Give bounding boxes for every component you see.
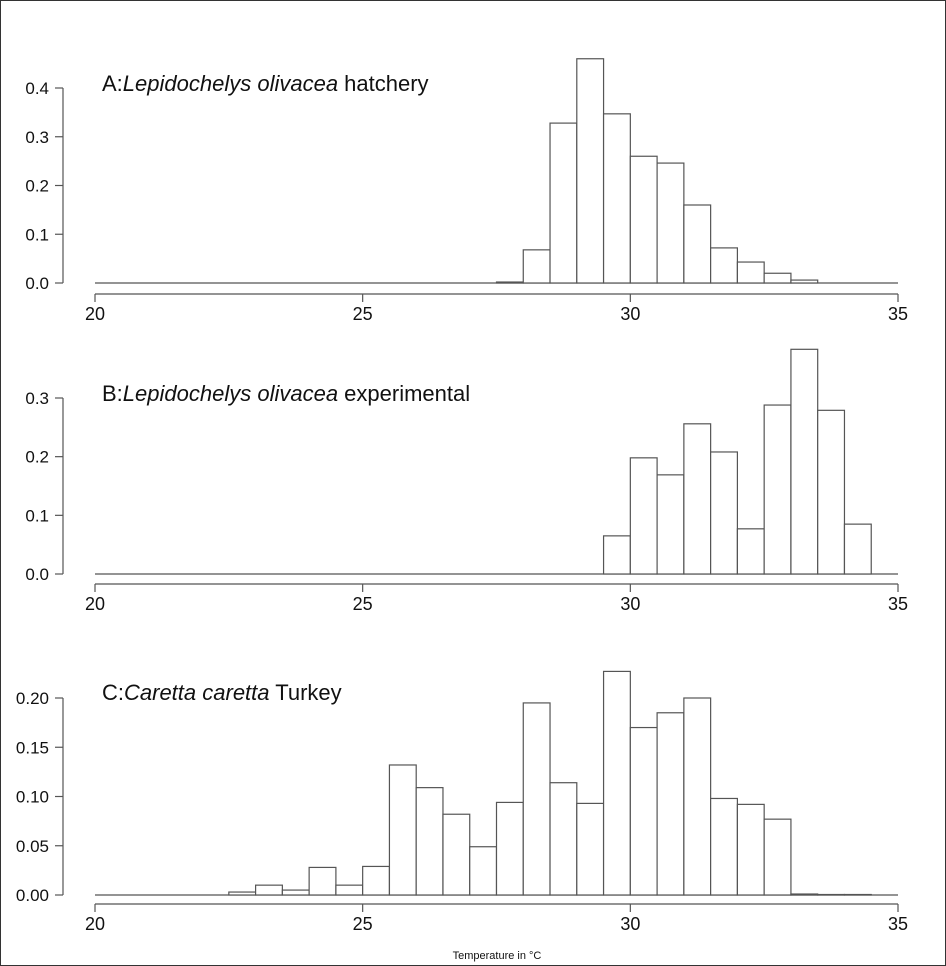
y-tick-label: 0.1 (25, 506, 49, 525)
histogram-bar (495, 801, 524, 896)
histogram-bar (817, 409, 846, 575)
panel-c: 20 25 30 35 0.00 0.05 0.10 0.15 0.20 C:Caretta ca… (16, 670, 908, 962)
histogram-bar (763, 272, 792, 284)
y-tick-label: 0.2 (25, 448, 49, 467)
x-tick-label: 35 (888, 914, 908, 934)
histogram-bar (602, 535, 631, 575)
histogram-bar (790, 893, 819, 896)
x-tick-label: 25 (353, 914, 373, 934)
y-tick-label: 0.1 (25, 225, 49, 244)
histogram-bar (736, 803, 765, 896)
histogram-bar (495, 281, 524, 284)
histogram-bar (522, 702, 551, 896)
x-tick-label: 20 (85, 594, 105, 614)
x-axis-label: Temperature in °C (453, 950, 542, 962)
x-tick-label: 30 (620, 304, 640, 324)
panel-title: B:Lepidochelys olivacea experimental (102, 381, 470, 406)
histogram-bar (736, 261, 765, 284)
histogram-bar (388, 764, 417, 896)
histogram-bar (629, 155, 658, 284)
y-tick-label: 0.10 (16, 788, 49, 807)
x-tick-label: 25 (353, 594, 373, 614)
histogram-bar (629, 457, 658, 575)
histogram-bar (522, 249, 551, 284)
histogram-bar (843, 523, 872, 575)
y-tick-label: 0.4 (25, 79, 49, 98)
histogram-bar (683, 423, 712, 575)
y-tick-label: 0.0 (25, 565, 49, 584)
histogram-bar (281, 889, 310, 896)
y-tick-label: 0.00 (16, 886, 49, 905)
histogram-bar (683, 697, 712, 896)
histogram-bar (442, 813, 471, 896)
x-tick-label: 35 (888, 304, 908, 324)
histogram-bar (790, 348, 819, 575)
x-tick-label: 20 (85, 914, 105, 934)
histogram-bar (228, 891, 257, 896)
histogram-bar (656, 712, 685, 896)
histogram-bar (255, 884, 283, 896)
x-tick-label: 30 (620, 594, 640, 614)
panel-title: C:Caretta caretta Turkey (102, 680, 342, 705)
histogram-bar (656, 162, 685, 284)
y-tick-label: 0.3 (25, 128, 49, 147)
histogram-bar (469, 846, 498, 896)
histogram-bar (790, 279, 819, 284)
x-tick-label: 20 (85, 304, 105, 324)
panel-a: 20 25 30 35 0.0 0.1 0.2 0.3 0.4 A:Lepidochelys ol… (25, 58, 908, 324)
histogram-bar (362, 865, 391, 896)
histogram-bar (576, 802, 605, 896)
y-tick-label: 0.0 (25, 274, 49, 293)
histogram-bar (576, 58, 605, 284)
histogram-bar (308, 866, 337, 896)
x-tick-label: 30 (620, 914, 640, 934)
histogram-bar (710, 247, 739, 284)
histogram-bar (549, 782, 578, 896)
histogram-bar (710, 797, 739, 896)
histogram-bar (415, 787, 444, 896)
y-tick-label: 0.15 (16, 738, 49, 757)
y-tick-label: 0.2 (25, 177, 49, 196)
x-tick-label: 25 (353, 304, 373, 324)
y-tick-label: 0.20 (16, 689, 49, 708)
histogram-bar (656, 474, 685, 575)
histogram-bar (629, 726, 658, 896)
histogram-bar (683, 204, 712, 284)
histogram-bar (335, 884, 364, 896)
histogram-bar (763, 818, 792, 896)
histogram-bar (549, 122, 578, 284)
x-tick-label: 35 (888, 594, 908, 614)
histogram-bar (736, 528, 765, 575)
histogram-bar (602, 113, 631, 284)
panel-b: 20 25 30 35 0.0 0.1 0.2 0.3 B:Lepidochelys oliva… (25, 348, 908, 614)
histogram-bar (602, 670, 631, 896)
histogram-bar (763, 404, 792, 575)
histogram-bar (710, 451, 739, 575)
y-tick-label: 0.3 (25, 389, 49, 408)
panel-title: A:Lepidochelys olivacea hatchery (102, 71, 429, 96)
y-tick-label: 0.05 (16, 837, 49, 856)
